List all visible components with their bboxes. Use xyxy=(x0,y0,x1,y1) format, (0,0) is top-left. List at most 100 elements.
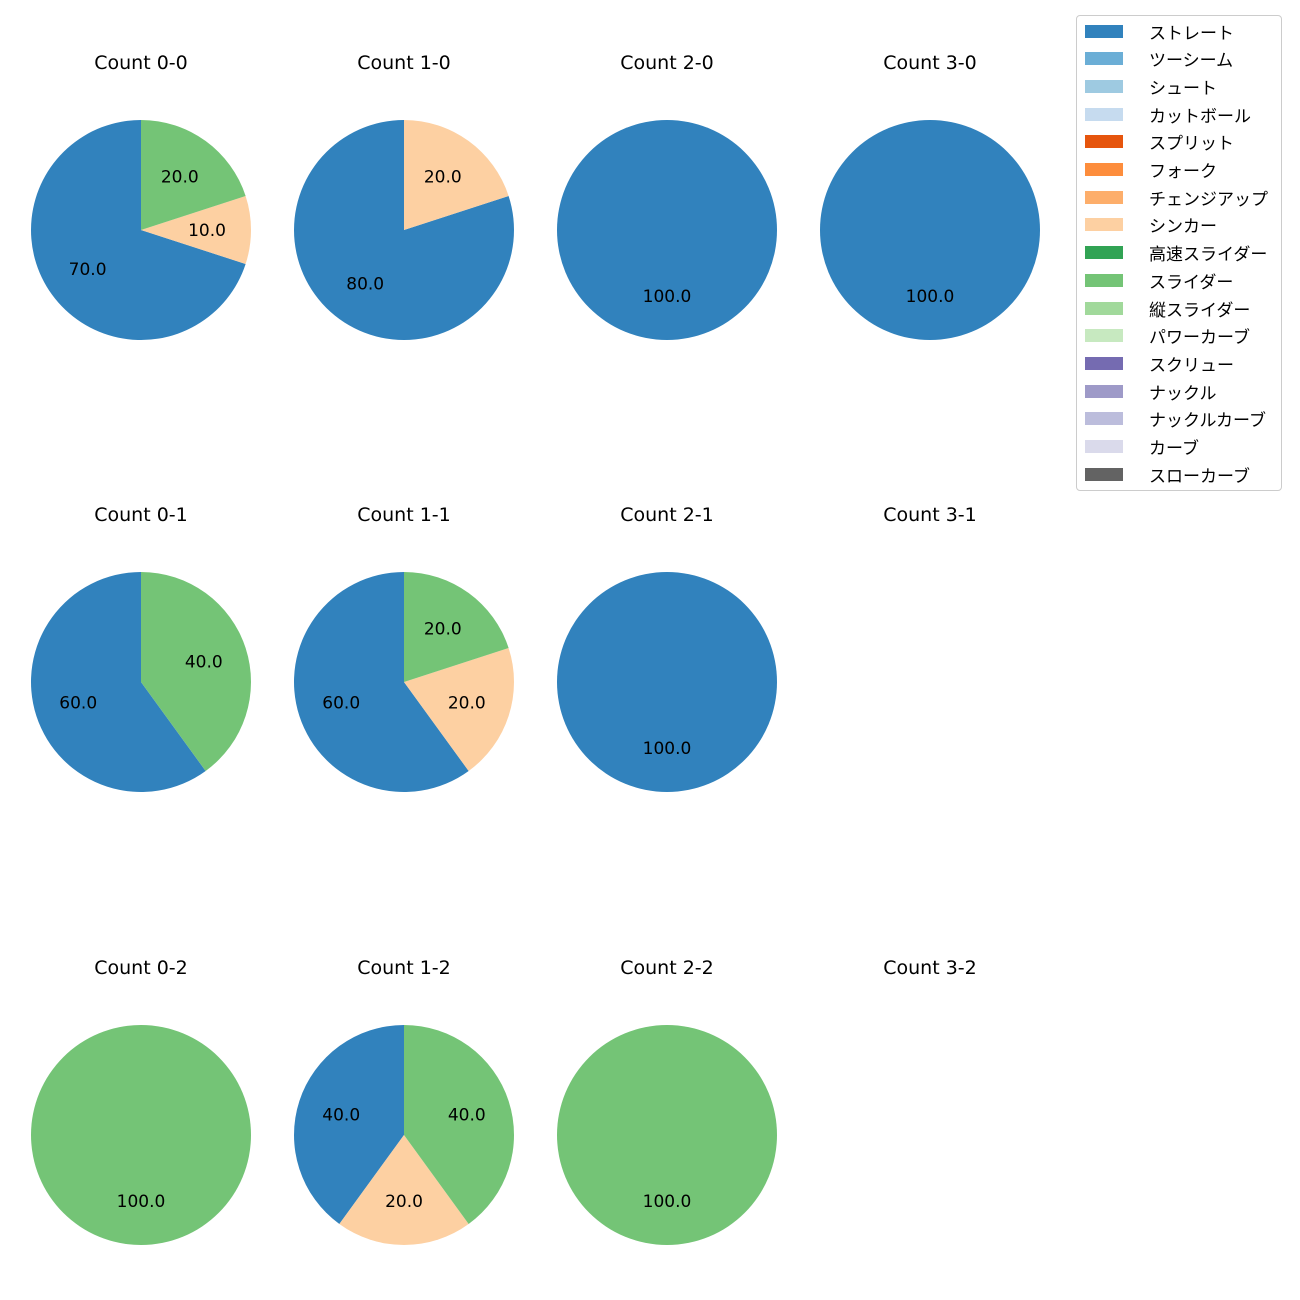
pie-title: Count 1-2 xyxy=(357,957,451,979)
pie-title: Count 0-1 xyxy=(94,504,188,526)
pie-slice xyxy=(141,196,251,264)
legend-swatch xyxy=(1085,301,1123,315)
pie-3: Count 2-0 100.0 xyxy=(557,52,777,340)
pie-slice xyxy=(557,572,777,792)
legend-label: シンカー xyxy=(1149,217,1217,238)
pie-title: Count 0-0 xyxy=(94,52,188,74)
pie-2: Count 1-0 80.0 20.0 xyxy=(293,52,514,341)
legend-label: スローカーブ xyxy=(1149,466,1250,487)
legend-swatch xyxy=(1085,24,1123,38)
legend-item: カットボール xyxy=(1085,104,1251,127)
legend-swatch xyxy=(1085,190,1123,204)
legend-item: ナックル xyxy=(1085,381,1217,404)
pie-12: Count 3-2 xyxy=(883,957,977,979)
pie-title: Count 1-1 xyxy=(357,504,451,526)
pie-slice xyxy=(31,1025,251,1245)
pie-4: Count 3-0 100.0 xyxy=(820,52,1040,340)
legend-swatch xyxy=(1085,384,1123,398)
legend-item: スクリュー xyxy=(1085,353,1234,376)
pie-value-label: 40.0 xyxy=(185,653,223,673)
legend-item: スローカーブ xyxy=(1085,464,1250,487)
legend-swatch xyxy=(1085,356,1123,370)
legend-item: スプリット xyxy=(1085,132,1234,155)
legend-label: 高速スライダー xyxy=(1149,245,1268,266)
pie-value-label: 100.0 xyxy=(643,1192,692,1212)
pie-9: Count 0-2 100.0 xyxy=(31,957,251,1245)
legend-swatch xyxy=(1085,135,1123,149)
legend-item: シンカー xyxy=(1085,215,1217,238)
legend-swatch xyxy=(1085,218,1123,232)
legend-item: チェンジアップ xyxy=(1085,187,1268,210)
legend-swatch xyxy=(1085,163,1123,176)
pie-title: Count 3-2 xyxy=(883,957,977,979)
legend-item: 縦スライダー xyxy=(1085,298,1251,321)
legend-label: フォーク xyxy=(1149,162,1217,182)
legend-label: ナックル xyxy=(1149,383,1217,404)
pie-value-label: 80.0 xyxy=(346,274,384,294)
pie-value-label: 20.0 xyxy=(424,168,462,188)
pie-slice xyxy=(557,120,777,340)
legend-label: パワーカーブ xyxy=(1149,328,1250,349)
pie-slice xyxy=(294,1025,404,1224)
pie-1: Count 0-0 70.0 10.0 20.0 xyxy=(30,52,251,340)
legend-item: フォーク xyxy=(1085,160,1217,182)
legend-swatch xyxy=(1085,412,1123,426)
pie-value-label: 70.0 xyxy=(69,260,107,280)
legend-swatch xyxy=(1085,329,1123,343)
pie-value-label: 20.0 xyxy=(161,168,199,188)
pie-value-label: 60.0 xyxy=(322,693,360,713)
pie-slice xyxy=(141,120,246,230)
pie-value-label: 100.0 xyxy=(906,287,955,307)
pie-value-label: 20.0 xyxy=(424,620,462,640)
legend-label: ナックルカーブ xyxy=(1149,411,1266,432)
legend-item: 高速スライダー xyxy=(1085,243,1268,266)
pie-title: Count 0-2 xyxy=(94,957,188,979)
pie-title: Count 3-1 xyxy=(883,504,977,526)
pie-7: Count 2-1 100.0 xyxy=(557,504,777,792)
pie-slice xyxy=(293,120,514,341)
legend-item: スライダー xyxy=(1085,270,1234,293)
legend-label: カットボール xyxy=(1149,106,1251,127)
pie-11: Count 2-2 100.0 xyxy=(557,957,777,1245)
legend-label: シュート xyxy=(1149,78,1217,99)
pie-slice xyxy=(339,1135,469,1245)
pie-value-label: 20.0 xyxy=(385,1192,423,1212)
pie-value-label: 60.0 xyxy=(59,693,97,713)
pie-slice xyxy=(820,120,1040,340)
pie-value-label: 40.0 xyxy=(448,1106,486,1126)
pie-title: Count 3-0 xyxy=(883,52,977,74)
pie-slice xyxy=(141,572,251,771)
pie-title: Count 1-0 xyxy=(357,52,451,74)
legend-swatch xyxy=(1085,440,1123,453)
legend-swatch xyxy=(1085,52,1123,66)
legend-label: スライダー xyxy=(1149,272,1234,293)
pie-title: Count 2-2 xyxy=(620,957,714,979)
pie-value-label: 10.0 xyxy=(188,221,226,241)
pie-value-label: 40.0 xyxy=(322,1106,360,1126)
legend-label: 縦スライダー xyxy=(1149,300,1251,321)
chart-legend: ストレートツーシームシュートカットボール スプリットフォークチェンジアップシンカー… xyxy=(1076,15,1282,491)
legend-item: シュート xyxy=(1085,76,1217,99)
pie-value-label: 100.0 xyxy=(117,1192,166,1212)
pie-slice xyxy=(30,120,246,340)
pie-slice xyxy=(557,1025,777,1245)
pie-title: Count 2-0 xyxy=(620,52,714,74)
pie-slice xyxy=(404,572,509,682)
pie-slice xyxy=(404,1025,514,1224)
pie-slice xyxy=(404,648,515,771)
pie-slice xyxy=(404,120,509,230)
legend-swatch xyxy=(1085,246,1123,260)
legend-swatch xyxy=(1085,107,1123,121)
pie-slice xyxy=(31,572,206,792)
pie-value-label: 100.0 xyxy=(643,287,692,307)
legend-item: ナックルカーブ xyxy=(1085,409,1266,432)
legend-swatch xyxy=(1085,273,1123,287)
pie-value-label: 100.0 xyxy=(643,739,692,759)
pie-value-label: 20.0 xyxy=(448,693,486,713)
legend-item: ツーシーム xyxy=(1085,49,1233,71)
legend-item: カーブ xyxy=(1085,437,1199,459)
legend-label: カーブ xyxy=(1149,439,1199,459)
legend-label: スプリット xyxy=(1149,134,1234,155)
legend-item: ストレート xyxy=(1085,21,1234,44)
